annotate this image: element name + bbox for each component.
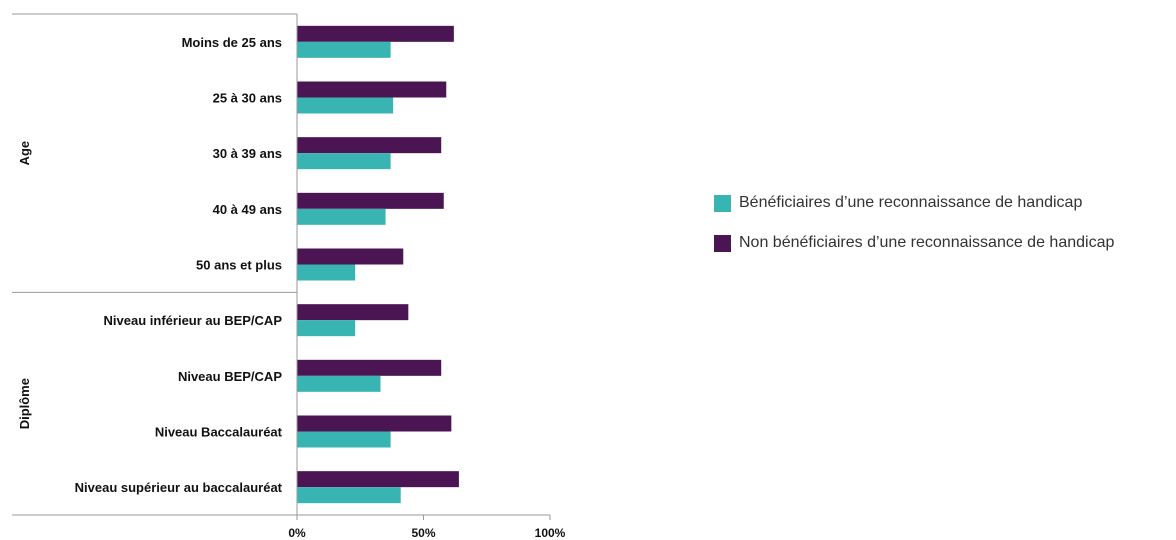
category-label-1: 25 à 30 ans [213, 91, 282, 106]
legend-item-non-beneficiaires: Non bénéficiaires d’une reconnaissance d… [714, 233, 1114, 253]
bar-non-beneficiaires-5 [297, 304, 409, 321]
bar-beneficiaires-8 [297, 487, 401, 504]
legend: Bénéficiaires d’une reconnaissance de ha… [714, 193, 1114, 273]
bar-non-beneficiaires-4 [297, 248, 404, 265]
category-label-6: Niveau BEP/CAP [178, 369, 282, 384]
legend-label-beneficiaires: Bénéficiaires d’une reconnaissance de ha… [739, 194, 1083, 211]
category-label-2: 30 à 39 ans [213, 146, 282, 161]
bar-non-beneficiaires-3 [297, 192, 444, 209]
x-tick-label-0: 0% [288, 526, 306, 540]
bar-beneficiaires-6 [297, 375, 381, 392]
bar-non-beneficiaires-8 [297, 471, 459, 488]
category-label-4: 50 ans et plus [196, 258, 282, 273]
category-label-7: Niveau Baccalauréat [155, 425, 283, 440]
legend-swatch-beneficiaires [714, 194, 731, 212]
legend-item-beneficiaires: Bénéficiaires d’une reconnaissance de ha… [714, 193, 1114, 213]
category-label-3: 40 à 49 ans [213, 202, 282, 217]
category-label-0: Moins de 25 ans [182, 35, 282, 50]
bar-non-beneficiaires-1 [297, 81, 447, 98]
bar-non-beneficiaires-6 [297, 359, 442, 376]
bar-beneficiaires-4 [297, 264, 356, 281]
x-tick-label-1: 50% [411, 526, 435, 540]
bar-non-beneficiaires-7 [297, 415, 452, 432]
bar-beneficiaires-3 [297, 208, 386, 225]
group-label-0: Age [17, 141, 32, 166]
bar-beneficiaires-2 [297, 153, 391, 170]
legend-swatch-non-beneficiaires [714, 234, 731, 252]
bar-non-beneficiaires-0 [297, 25, 454, 42]
bar-beneficiaires-1 [297, 97, 394, 114]
category-label-5: Niveau inférieur au BEP/CAP [104, 313, 283, 328]
bar-beneficiaires-7 [297, 431, 391, 448]
bar-non-beneficiaires-2 [297, 137, 442, 154]
category-label-8: Niveau supérieur au baccalauréat [75, 480, 283, 495]
legend-label-non-beneficiaires: Non bénéficiaires d’une reconnaissance d… [739, 234, 1115, 251]
group-label-1: Diplôme [17, 378, 32, 429]
x-tick-label-2: 100% [535, 526, 566, 540]
bar-beneficiaires-5 [297, 320, 356, 337]
bar-beneficiaires-0 [297, 41, 391, 58]
